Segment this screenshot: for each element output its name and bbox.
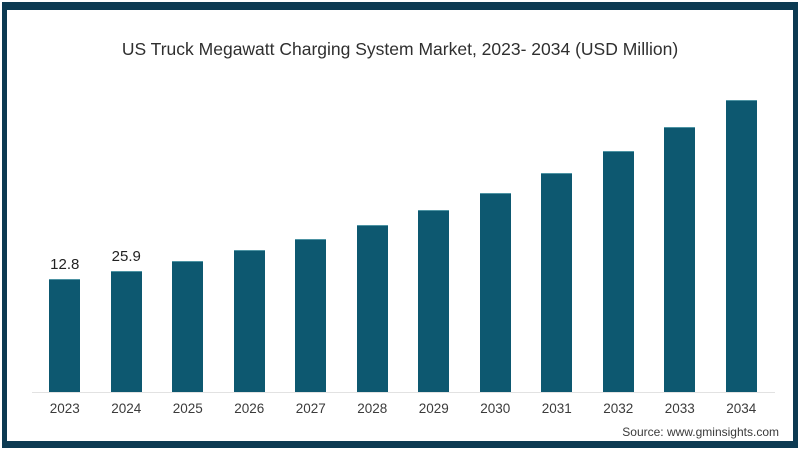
x-tick-label-2031: 2031 xyxy=(541,401,572,416)
x-tick-label-2023: 2023 xyxy=(49,401,80,416)
source-credit: Source: www.gminsights.com xyxy=(622,425,779,439)
x-tick-label-2032: 2032 xyxy=(603,401,634,416)
bar-2026 xyxy=(233,250,265,392)
x-tick-label-2024: 2024 xyxy=(111,401,142,416)
x-tick-label-2034: 2034 xyxy=(726,401,757,416)
bar-slot-2023: 12.8 xyxy=(34,60,96,392)
bar-2034 xyxy=(725,100,757,392)
x-axis-tick-labels: 2023 2024 2025 2026 2027 2028 2029 2030 2031 2032… xyxy=(34,401,772,417)
x-tick-label-2029: 2029 xyxy=(418,401,449,416)
x-tick-label-2025: 2025 xyxy=(172,401,203,416)
bar-2031 xyxy=(541,173,573,392)
bar-value-label-2023: 12.8 xyxy=(50,256,80,273)
x-tick-label-2030: 2030 xyxy=(480,401,511,416)
x-tick-label-2026: 2026 xyxy=(234,401,265,416)
bar-slot-2028 xyxy=(342,60,404,392)
bar-slot-2025 xyxy=(157,60,219,392)
bar-value-label-2024: 25.9 xyxy=(111,248,141,265)
chart-title: US Truck Megawatt Charging System Market… xyxy=(121,39,679,59)
bar-2023 xyxy=(49,279,81,392)
bar-slot-2027 xyxy=(280,60,342,392)
bar-slot-2030 xyxy=(465,60,527,392)
bar-2025 xyxy=(172,261,204,392)
x-tick-label-2028: 2028 xyxy=(357,401,388,416)
x-axis-line xyxy=(32,392,775,393)
bar-slot-2034 xyxy=(711,60,773,392)
bar-2027 xyxy=(295,239,327,392)
bar-slot-2033 xyxy=(649,60,711,392)
x-tick-label-2027: 2027 xyxy=(295,401,326,416)
bar-2028 xyxy=(356,225,388,392)
x-tick-label-2033: 2033 xyxy=(664,401,695,416)
bar-slot-2024: 25.9 xyxy=(96,60,158,392)
bar-slot-2029 xyxy=(403,60,465,392)
bar-slot-2031 xyxy=(526,60,588,392)
bar-2024 xyxy=(110,271,142,392)
bar-2030 xyxy=(479,193,511,392)
bar-2029 xyxy=(418,210,450,392)
bar-slot-2026 xyxy=(219,60,281,392)
bar-2032 xyxy=(602,151,634,392)
bar-2033 xyxy=(664,127,696,392)
plot-area: 12.8 25.9 xyxy=(34,60,772,392)
bar-slot-2032 xyxy=(588,60,650,392)
